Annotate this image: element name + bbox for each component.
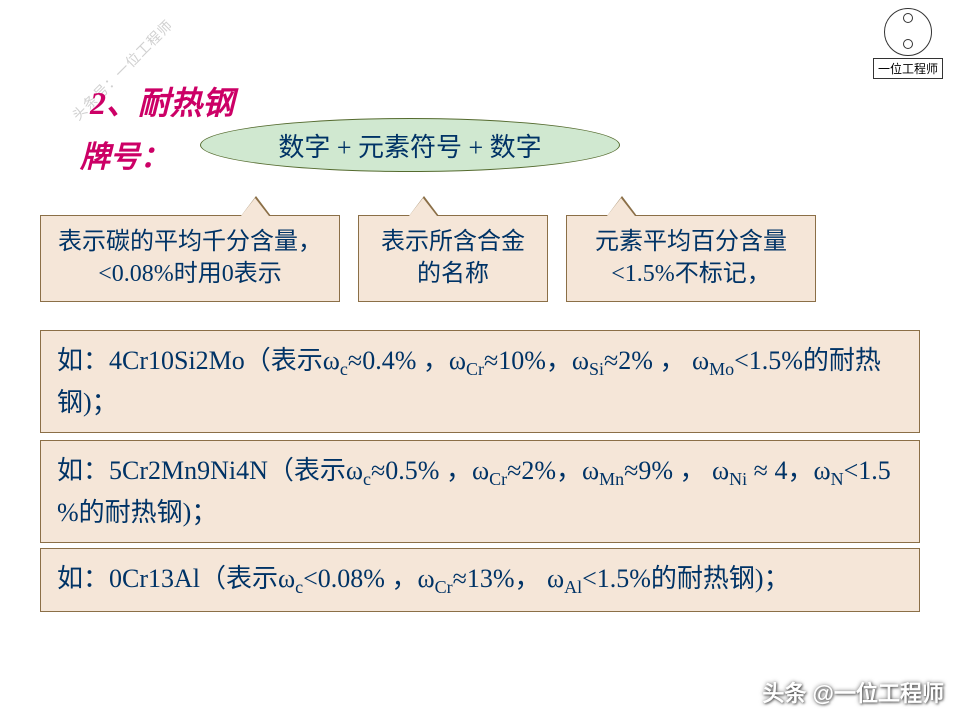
subscript: Cr [466, 359, 484, 379]
example-3: 如：0Cr13Al（表示ωc<0.08% ，ωCr≈13%， ωAl<1.5%的… [40, 548, 920, 612]
subscript: Cr [489, 469, 507, 489]
example-text: ≈0.5% ，ω [371, 456, 489, 485]
callout-alloy: 表示所含合金的名称 [358, 215, 548, 302]
arrow-icon [607, 198, 635, 216]
subscript: Ni [729, 469, 747, 489]
logo-top-right: 一位工程师 [868, 8, 948, 79]
arrow-icon [241, 198, 269, 216]
grade-label: 牌号： [80, 132, 170, 176]
subscript: Cr [435, 577, 453, 597]
callout-percent: 元素平均百分含量<1.5%不标记， [566, 215, 816, 302]
section-title: 2、耐热钢 [90, 78, 234, 124]
logo-label: 一位工程师 [873, 58, 943, 79]
subscript: Mn [599, 469, 624, 489]
subscript: Si [589, 359, 604, 379]
example-text: ≈2% ， ω [604, 346, 709, 375]
example-text: <0.08% ，ω [303, 564, 434, 593]
subscript: c [295, 577, 303, 597]
example-text: 如：5Cr2Mn9Ni4N（表示ω [57, 456, 363, 485]
subscript: Al [564, 577, 582, 597]
example-text: ≈13%， ω [453, 564, 565, 593]
example-text: ≈2%，ω [507, 456, 599, 485]
callout-row: 表示碳的平均千分含量，<0.08%时用0表示 表示所含合金的名称 元素平均百分含… [40, 215, 920, 302]
subscript: Mo [709, 359, 734, 379]
formula-oval: 数字 + 元素符号 + 数字 [200, 118, 620, 172]
watermark-bottom-right: 头条 @一位工程师 [762, 676, 944, 708]
logo-dot-icon [903, 13, 913, 23]
callout-text: 表示碳的平均千分含量，<0.08%时用0表示 [58, 229, 322, 287]
logo-circle-icon [884, 8, 932, 56]
example-1: 如：4Cr10Si2Mo（表示ωc≈0.4% ，ωCr≈10%，ωSi≈2% ，… [40, 330, 920, 433]
example-2: 如：5Cr2Mn9Ni4N（表示ωc≈0.5% ，ωCr≈2%，ωMn≈9% ，… [40, 440, 920, 543]
example-text: 如：4Cr10Si2Mo（表示ω [57, 346, 340, 375]
example-text: ≈ 4，ω [747, 456, 830, 485]
callout-text: 元素平均百分含量<1.5%不标记， [595, 229, 787, 287]
example-text: ≈9% ， ω [624, 456, 729, 485]
logo-dot-icon [903, 39, 913, 49]
subscript: N [831, 469, 844, 489]
example-text: <1.5%的耐热钢)； [582, 564, 789, 593]
example-text: 如：0Cr13Al（表示ω [57, 564, 295, 593]
subscript: c [340, 359, 348, 379]
example-text: ≈10%，ω [484, 346, 589, 375]
callout-text: 表示所含合金的名称 [381, 229, 525, 287]
subscript: c [363, 469, 371, 489]
callout-carbon: 表示碳的平均千分含量，<0.08%时用0表示 [40, 215, 340, 302]
arrow-icon [409, 198, 437, 216]
example-text: ≈0.4% ，ω [348, 346, 466, 375]
